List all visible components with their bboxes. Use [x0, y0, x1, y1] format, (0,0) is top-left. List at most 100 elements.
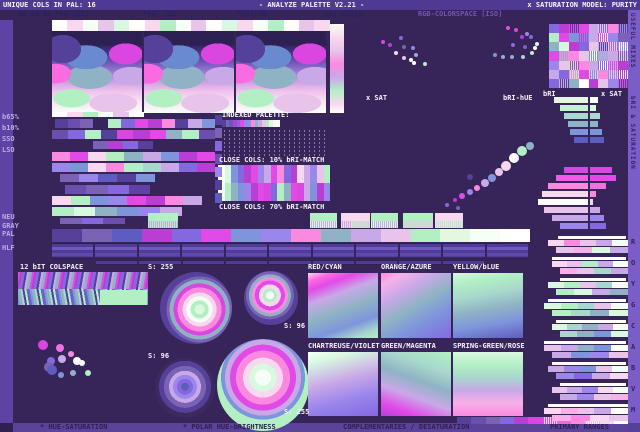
rect-swatch — [548, 299, 626, 302]
color-bar — [52, 243, 530, 259]
label: GREEN/MAGENTA — [381, 342, 436, 350]
bar-segment — [552, 324, 568, 330]
rect-swatch — [570, 129, 588, 135]
bar-segment — [442, 260, 486, 265]
bar-segment — [549, 70, 559, 79]
bar-segment — [136, 174, 155, 182]
bar-segment — [81, 218, 104, 224]
scatter-dot — [68, 351, 74, 357]
scatter-dot — [510, 55, 514, 59]
bar-segment — [618, 79, 628, 88]
label: CLOSE COLS: 70% bRI-MATCH — [219, 203, 325, 211]
color-bar — [552, 310, 628, 316]
bar-segment — [578, 42, 589, 51]
bar-segment — [549, 33, 559, 42]
bar-segment — [182, 260, 226, 265]
rect-swatch — [100, 290, 147, 305]
scatter-dot — [402, 56, 406, 60]
label: *SAT:255 — [55, 10, 89, 18]
bar-segment — [560, 394, 577, 400]
rect-swatch — [590, 191, 596, 197]
bar-segment — [98, 174, 117, 182]
color-bar — [52, 196, 202, 205]
bar-segment — [580, 240, 596, 246]
bar-segment — [380, 229, 411, 242]
bar-segment — [96, 260, 140, 265]
bar-segment — [316, 165, 324, 183]
bar-segment — [310, 165, 317, 183]
bar-segment — [175, 20, 191, 31]
color-bar — [55, 119, 94, 128]
bar-segment — [244, 183, 251, 201]
bar-segment — [608, 33, 619, 42]
bar-segment — [588, 61, 599, 70]
label: *SAT:128 — [143, 10, 177, 18]
color-bar — [96, 260, 486, 265]
rect-swatch — [590, 183, 606, 189]
rect-swatch — [215, 128, 222, 138]
bar-segment — [107, 185, 129, 194]
bar-segment — [618, 51, 628, 61]
color-bar — [548, 366, 628, 372]
bar-segment — [410, 229, 441, 242]
bar-segment — [231, 183, 238, 201]
rect-swatch — [590, 121, 598, 127]
bar-segment — [594, 303, 612, 309]
bar-segment — [268, 20, 284, 31]
scatter-dot — [394, 51, 398, 55]
label: V — [631, 385, 636, 393]
bar-segment — [312, 243, 357, 259]
bar-segment — [608, 24, 619, 33]
polar-ring — [155, 358, 215, 418]
scatter-dot — [412, 61, 416, 65]
bar-segment — [237, 183, 245, 201]
bar-segment — [148, 119, 162, 128]
bar-segment — [560, 345, 578, 351]
label: bRI-MATCH — [325, 11, 363, 19]
bar-segment — [612, 240, 628, 246]
rect-swatch — [403, 213, 433, 221]
color-bar — [549, 79, 628, 88]
color-bar — [549, 42, 628, 51]
bar-segment — [65, 185, 87, 194]
bar-segment — [164, 196, 184, 205]
color-bar — [560, 268, 628, 274]
rect-swatch — [435, 221, 463, 228]
bar-segment — [618, 42, 628, 51]
bar-segment — [70, 152, 89, 161]
color-bar — [552, 324, 629, 330]
bar-segment — [103, 218, 126, 224]
scatter-dot — [388, 43, 392, 47]
hue-sat-map-sat128 — [144, 31, 234, 113]
bar-segment — [597, 261, 613, 267]
bar-segment — [594, 408, 612, 414]
rect-swatch — [310, 213, 337, 221]
color-bar — [52, 229, 530, 242]
bar-segment — [117, 207, 139, 216]
color-bar — [548, 282, 628, 288]
bar-segment — [577, 408, 595, 414]
rect-swatch — [215, 167, 222, 177]
rect-swatch — [590, 223, 606, 229]
label: NEU — [2, 213, 15, 221]
bar-segment — [128, 185, 150, 194]
bar-segment — [574, 289, 592, 295]
bar-segment — [264, 165, 271, 183]
bar-segment — [108, 119, 122, 128]
saturation-model-status: x SATURATION MODEL: PURITY — [527, 1, 637, 9]
bar-segment — [218, 183, 225, 201]
rect-swatch — [352, 221, 370, 228]
bar-segment — [356, 243, 400, 259]
rect-swatch — [215, 141, 222, 151]
bar-segment — [237, 165, 245, 183]
bar-segment — [89, 196, 109, 205]
bar-segment — [558, 33, 569, 42]
rect-swatch — [590, 207, 600, 213]
bar-segment — [592, 247, 610, 253]
bar-segment — [316, 183, 324, 201]
gradient-panel — [308, 352, 378, 416]
bar-segment — [129, 20, 145, 31]
bar-segment — [250, 165, 258, 183]
